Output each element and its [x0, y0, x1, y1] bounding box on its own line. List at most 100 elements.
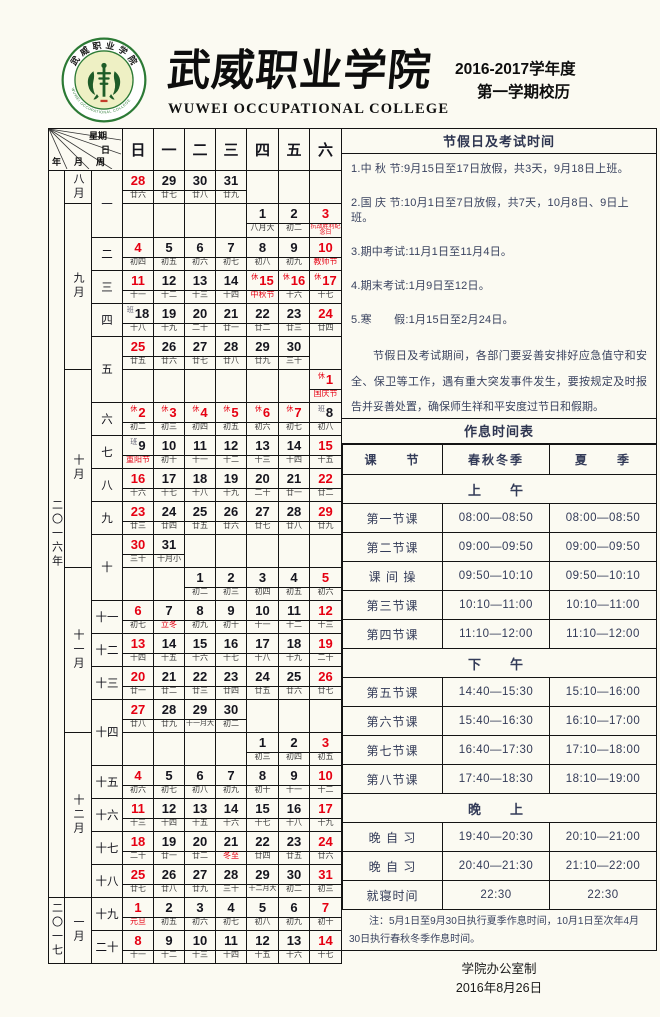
lunar-or-festival-label: 十三: [122, 817, 155, 832]
schedule-section-label: 下 午: [342, 648, 657, 678]
lunar-or-festival-label: 初三: [215, 586, 248, 601]
date-number: 8: [325, 405, 334, 421]
week-number: 四: [90, 302, 124, 337]
calendar-date: 7: [153, 599, 186, 621]
lunar-or-festival-label: 十二: [153, 949, 186, 964]
schedule-time-value: 15:10—16:00: [549, 677, 657, 707]
schedule-period-label: 第八节课: [342, 764, 443, 794]
date-number: 4: [200, 405, 208, 421]
calendar-date: 17: [153, 467, 186, 489]
week-number: 一: [90, 170, 124, 238]
lunar-or-festival-label: 十八: [246, 652, 280, 667]
calendar-empty-cell: [122, 566, 155, 601]
date-number: 17: [161, 470, 177, 486]
month-label: 十二月: [64, 731, 92, 898]
date-number: 19: [318, 635, 333, 651]
lunar-or-festival-label: 初七: [153, 784, 186, 799]
week-number: 八: [90, 467, 124, 502]
calendar-date: 21: [153, 665, 186, 687]
rest-day-marker: 休: [254, 406, 262, 414]
footer: 学院办公室制 2016年8月26日: [341, 960, 657, 998]
date-number: 14: [223, 272, 239, 288]
calendar-date: 20: [184, 302, 217, 324]
rest-day-marker: 休: [161, 406, 169, 414]
calendar-date: 10: [184, 929, 217, 951]
college-name-en: WUWEI OCCUPATIONAL COLLEGE: [168, 101, 450, 117]
calendar-date: 31: [309, 863, 343, 885]
day-header: 二: [184, 128, 217, 171]
schedule-row: 第二节课 09:00—09:50 09:00—09:50: [342, 532, 657, 562]
calendar-empty-cell: [278, 698, 311, 733]
lunar-or-festival-label: 初五: [278, 586, 311, 601]
schedule-row: 第三节课 10:10—11:00 10:10—11:00: [342, 590, 657, 620]
date-number: 7: [165, 602, 173, 618]
lunar-or-festival-label: 十二: [215, 454, 248, 469]
calendar-date: 1: [246, 731, 280, 753]
lunar-or-festival-label: 廿七: [309, 685, 343, 700]
calendar-date: 班18: [122, 302, 155, 324]
date-number: 10: [318, 239, 333, 255]
schedule-period-label: 课 间 操: [342, 561, 443, 591]
date-number: 29: [318, 503, 333, 519]
date-number: 6: [196, 239, 204, 255]
lunar-or-festival-label: 廿二: [184, 850, 217, 865]
holiday-box: 节假日及考试时间 1.中 秋 节:9月15日至17日放假，共3天，9月18日上班…: [341, 128, 657, 419]
calendar-date: 5: [309, 566, 343, 588]
calendar-date: 16: [278, 797, 311, 819]
corner-month-label: 月: [74, 157, 84, 167]
schedule-table: 课 节春秋冬季夏 季上 午第一节课 08:00—08:50 08:00—08:50 第…: [342, 444, 657, 910]
date-number: 3: [321, 206, 330, 221]
college-name-cn: 武威职业学院: [165, 46, 434, 96]
date-number: 29: [255, 866, 270, 882]
calendar-date: 5: [246, 896, 280, 918]
calendar-date: 11: [184, 434, 217, 456]
lunar-or-festival-label: 十四: [278, 454, 311, 469]
date-number: 12: [255, 932, 270, 948]
calendar-empty-cell: [153, 203, 186, 238]
date-number: 15: [255, 800, 270, 816]
calendar-empty-cell: [278, 170, 311, 204]
calendar-date: 25: [278, 665, 311, 687]
date-number: 17: [255, 635, 270, 651]
calendar-date: 24: [309, 830, 343, 852]
date-number: 8: [258, 767, 267, 783]
calendar-date: 30: [278, 335, 311, 357]
calendar-date: 11: [215, 929, 248, 951]
date-number: 23: [286, 833, 302, 849]
lunar-or-festival-label: 二十: [184, 322, 217, 337]
calendar-date: 22: [246, 302, 280, 324]
lunar-or-festival-label: 初九: [278, 916, 311, 931]
calendar-empty-cell: [246, 170, 280, 204]
calendar-table: 星期日年月周日一二三四五六二〇一六年 八月一 28 29 30 31 廿六 廿七 廿八 廿九 九月 1…: [47, 128, 343, 964]
schedule-time-value: 22:30: [549, 880, 657, 910]
date-number: 18: [286, 635, 302, 651]
calendar-date: 20: [246, 467, 280, 489]
seal-red-mark: [100, 99, 108, 103]
calendar-date: 6: [122, 599, 155, 621]
lunar-or-festival-label: 初四: [184, 421, 217, 436]
calendar-empty-cell: [246, 533, 280, 568]
lunar-or-festival-label: 二十: [309, 652, 343, 667]
lunar-or-festival-label: 廿二: [309, 487, 343, 502]
date-number: 2: [165, 899, 173, 915]
date-number: 6: [134, 602, 142, 618]
schedule-period-label: 第一节课: [342, 503, 443, 533]
week-number: 十七: [90, 830, 124, 865]
calendar-date: 19: [153, 830, 186, 852]
lunar-or-festival-label: 廿三: [278, 322, 311, 337]
date-number: 29: [161, 173, 177, 188]
calendar-empty-cell: [246, 368, 280, 403]
calendar-empty-cell: [309, 698, 343, 733]
lunar-or-festival-label: 三十: [122, 553, 155, 568]
lunar-or-festival-label: 十九: [153, 322, 186, 337]
calendar-date: 1: [184, 566, 217, 588]
lunar-or-festival-label: 十五: [184, 817, 217, 832]
calendar-date: 休3: [153, 401, 186, 423]
schedule-time-value: 11:10—12:00: [549, 619, 657, 649]
calendar-date: 9: [278, 764, 311, 786]
calendar-date: 14: [278, 434, 311, 456]
lunar-or-festival-label: 十六: [122, 487, 155, 502]
lunar-or-festival-label: 廿九: [215, 190, 248, 204]
semester-label: 第一学期校历: [477, 84, 571, 101]
date-number: 23: [130, 503, 146, 519]
